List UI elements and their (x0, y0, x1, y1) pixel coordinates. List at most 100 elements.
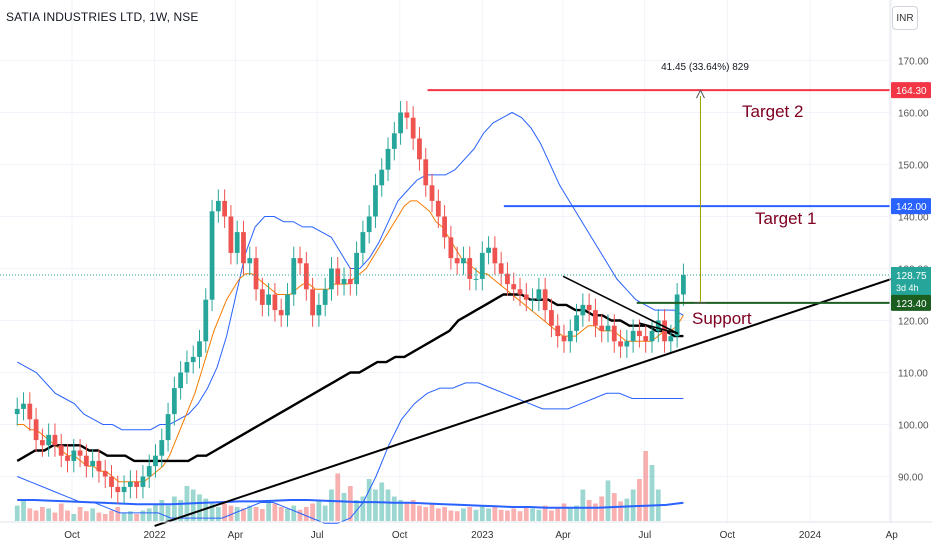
candle-body (662, 320, 667, 342)
candle-body (134, 481, 140, 487)
volume-bar (102, 514, 108, 521)
candle-body (347, 278, 353, 285)
time-tick-label: Apr (228, 530, 244, 541)
candle-body (655, 320, 661, 331)
candle-body (511, 284, 517, 290)
volume-bar (322, 505, 328, 521)
candle-body (291, 258, 297, 295)
time-tick-label: Jul (638, 530, 651, 541)
volume-bar (454, 511, 460, 521)
candle-body (505, 273, 510, 285)
price-tick-label: 100.00 (898, 421, 929, 432)
volume-bar (630, 489, 636, 521)
candle-body (599, 325, 605, 331)
price-tick-label: 150.00 (898, 161, 929, 172)
candle-body (517, 289, 523, 295)
candle-body (165, 414, 171, 441)
volume-bar (266, 500, 272, 521)
volume-bar (593, 503, 598, 521)
volume-bar (511, 508, 517, 521)
candle-body (90, 460, 96, 467)
time-tick-label: Oct (392, 530, 408, 541)
candle-body (536, 289, 542, 300)
measure-label: 41.45 (33.64%) 829 (661, 62, 749, 73)
volume-bar (498, 509, 504, 521)
resistance-trendline (562, 275, 679, 335)
volume-bar (599, 496, 605, 521)
volume-bar (153, 503, 158, 521)
candle-body (454, 258, 460, 264)
price-tick-label: 170.00 (898, 57, 929, 68)
candle-body (215, 200, 221, 212)
support-price-tag-text: 123.40 (896, 299, 927, 310)
candle-body (479, 252, 485, 279)
candle-body (115, 486, 121, 493)
target2-label: Target 2 (742, 102, 803, 121)
candle-body (618, 341, 623, 347)
volume-bar (159, 500, 165, 521)
candle-body (140, 476, 146, 487)
volume-bar (398, 500, 403, 521)
candle-body (379, 169, 385, 186)
volume-bar (58, 503, 64, 521)
volume-bar (404, 503, 410, 521)
candle-body (498, 263, 504, 274)
volume-bar (134, 514, 140, 521)
volume-bar (197, 494, 202, 521)
candle-body (580, 304, 586, 316)
candle-body (21, 403, 26, 409)
price-tick-label: 90.00 (898, 473, 923, 484)
countdown-text: 3d 4h (896, 283, 919, 293)
time-tick-label: Apr (555, 530, 571, 541)
volume-bar (435, 508, 441, 521)
candle-body (39, 440, 45, 446)
volume-ma-line (17, 499, 684, 509)
candle-body (373, 185, 378, 217)
volume-bar (297, 509, 303, 521)
candle-body (417, 138, 422, 160)
candle-body (442, 216, 447, 238)
volume-bar (649, 465, 655, 521)
candle-body (637, 330, 642, 337)
volume-bar (542, 505, 548, 521)
volume-bar (467, 507, 473, 521)
volume-bar (523, 507, 529, 521)
candle-body (448, 237, 454, 259)
volume-bar (410, 500, 416, 521)
price-tick-label: 160.00 (898, 109, 929, 120)
candle-body (586, 304, 592, 311)
candle-body (649, 330, 655, 342)
price-tick-label: 140.00 (898, 213, 929, 224)
volume-bar (574, 505, 579, 521)
volume-bar (77, 507, 83, 521)
volume-bar (423, 507, 429, 521)
bb_lower-line (17, 382, 684, 524)
volume-bar (209, 502, 215, 521)
time-tick-label: Oct (64, 530, 80, 541)
candle-body (222, 200, 228, 217)
volume-bar (96, 512, 102, 521)
candle-body (668, 336, 674, 342)
candle-body (335, 268, 341, 285)
volume-bar (165, 505, 171, 521)
candle-body (77, 450, 83, 456)
volume-bar (65, 510, 70, 521)
time-tick-label: Jul (311, 530, 324, 541)
candle-body (674, 294, 680, 337)
candle-body (310, 289, 316, 316)
candle-body (278, 310, 284, 316)
volume-bar (586, 500, 592, 521)
candle-body (461, 258, 466, 264)
candle-body (33, 419, 39, 441)
candle-body (197, 341, 202, 357)
currency-selector[interactable]: INR (892, 6, 918, 30)
volume-bar (247, 505, 253, 521)
candle-body (366, 216, 372, 233)
candle-body (247, 258, 253, 264)
volume-bar (272, 503, 278, 521)
candle-body (561, 336, 567, 342)
candle-body (171, 388, 177, 415)
candle-body (159, 440, 165, 456)
candle-body (624, 341, 630, 347)
